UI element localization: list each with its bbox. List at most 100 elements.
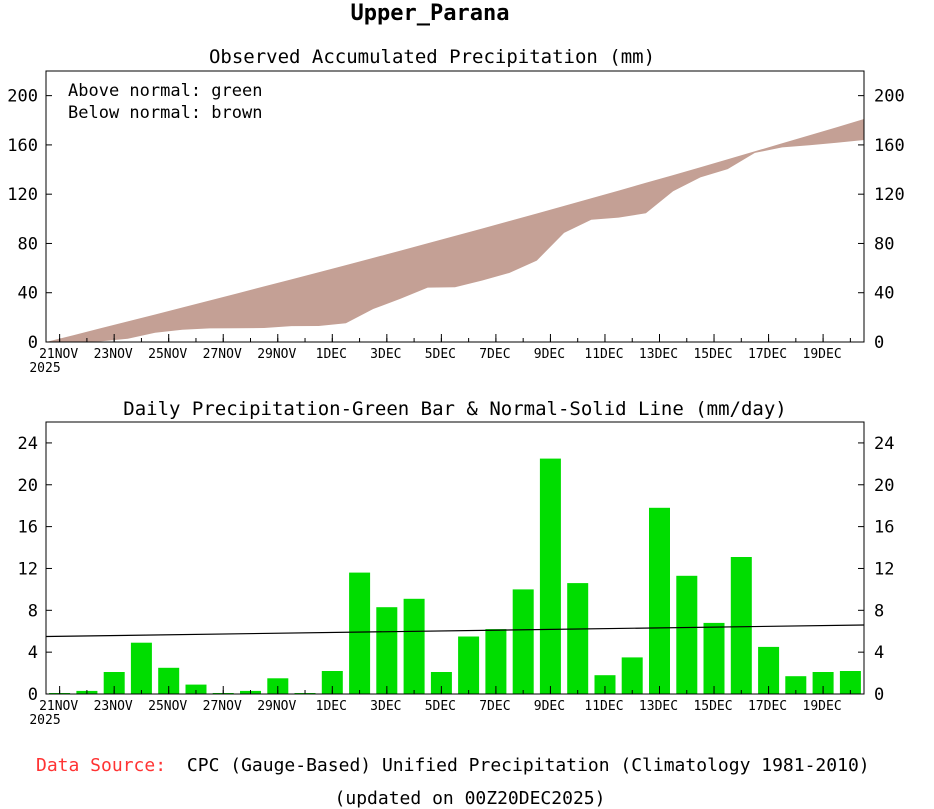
bottom-plot-frame — [45, 421, 865, 695]
top-ytick-label-right: 40 — [874, 284, 894, 304]
top-xtick-label: 19DEC — [803, 347, 842, 362]
daily-bar-2DEC — [349, 572, 371, 694]
legend-below-normal: Below normal: brown — [68, 103, 262, 123]
bottom-xtick-label: 15DEC — [693, 699, 732, 714]
top-ytick-label-right: 160 — [874, 136, 905, 156]
top-xtick-label: 11DEC — [584, 347, 623, 362]
bottom-xtick-label: 17DEC — [748, 699, 787, 714]
bottom-ytick-label-left: 0 — [28, 685, 38, 705]
bottom-ytick-label-right: 4 — [874, 643, 884, 663]
daily-bar-25NOV — [158, 667, 180, 694]
top-xtick-label: 15DEC — [693, 347, 732, 362]
top-ytick-label-left: 200 — [7, 87, 38, 107]
daily-bar-16DEC — [730, 557, 752, 694]
bottom-ytick-label-left: 24 — [18, 434, 38, 454]
above-normal-area — [46, 119, 864, 342]
bottom-xtick-label: 13DEC — [639, 699, 678, 714]
daily-bar-5DEC — [430, 672, 452, 694]
daily-bar-15DEC — [703, 622, 725, 694]
top-xtick-label: 13DEC — [639, 347, 678, 362]
daily-bars-layer — [49, 458, 861, 694]
bottom-ytick-label-left: 4 — [28, 643, 38, 663]
bottom-ytick-label-left: 12 — [18, 559, 38, 579]
bottom-xtick-label: 27NOV — [203, 699, 242, 714]
updated-note: (updated on 00Z20DEC2025) — [335, 788, 606, 809]
bottom-xtick-label: 3DEC — [370, 699, 401, 714]
bottom-xtick-label: 7DEC — [479, 699, 510, 714]
bottom-chart-title: Daily Precipitation-Green Bar & Normal-S… — [123, 398, 786, 420]
daily-bar-11DEC — [594, 675, 616, 694]
top-xtick-label: 21NOV — [39, 347, 78, 362]
top-ytick-label-right: 80 — [874, 234, 894, 254]
bottom-xtick-label: 21NOV — [39, 699, 78, 714]
data-source-text: CPC (Gauge-Based) Unified Precipitation … — [187, 755, 870, 776]
bottom-ytick-label-right: 8 — [874, 601, 884, 621]
bottom-ytick-label-left: 16 — [18, 518, 38, 538]
daily-bar-4DEC — [403, 598, 425, 694]
bottom-xtick-label: 19DEC — [803, 699, 842, 714]
daily-bar-13DEC — [649, 507, 670, 694]
bottom-ytick-label-right: 16 — [874, 518, 894, 538]
bottom-ytick-label-right: 20 — [874, 476, 894, 496]
top-xtick-label: 29NOV — [257, 347, 296, 362]
daily-bar-26NOV — [185, 684, 207, 694]
normal-line-layer — [45, 624, 865, 638]
bottom-xtick-label: 23NOV — [94, 699, 133, 714]
daily-bar-14DEC — [676, 575, 698, 694]
top-year-label: 2025 — [29, 361, 60, 376]
daily-bar-12DEC — [621, 657, 643, 694]
bottom-xtick-label: 1DEC — [316, 699, 347, 714]
top-ytick-label-left: 160 — [7, 136, 38, 156]
main-title: Upper_Parana — [351, 1, 510, 26]
bottom-ytick-label-left: 20 — [18, 476, 38, 496]
top-ytick-label-left: 80 — [18, 234, 38, 254]
bottom-axes: 0 0 4 4 8 8 12 12 16 16 20 20 24 24 21NOV 23NOV 25NOV 27N… — [18, 434, 895, 728]
top-xtick-label: 5DEC — [425, 347, 456, 362]
top-ytick-label-right: 120 — [874, 185, 905, 205]
daily-bar-18DEC — [785, 676, 807, 694]
bottom-ytick-label-right: 24 — [874, 434, 894, 454]
bottom-ytick-label-right: 12 — [874, 559, 894, 579]
top-ytick-label-right: 0 — [874, 333, 884, 353]
daily-bar-1DEC — [321, 671, 343, 694]
top-xtick-label: 25NOV — [148, 347, 187, 362]
footer-source-line: Data Source: CPC (Gauge-Based) Unified P… — [36, 755, 870, 776]
top-ytick-label-left: 0 — [28, 333, 38, 353]
top-ytick-label-left: 40 — [18, 284, 38, 304]
bottom-xtick-label: 9DEC — [534, 699, 565, 714]
daily-bar-17DEC — [758, 646, 780, 694]
normal-line — [45, 624, 865, 638]
top-xtick-label: 9DEC — [534, 347, 565, 362]
top-axes: 0 0 40 40 80 80 120 120 160 160 200 200 21NOV 23NOV 25… — [7, 87, 904, 376]
bottom-ytick-label-right: 0 — [874, 685, 884, 705]
bottom-year-label: 2025 — [29, 713, 60, 728]
bottom-xtick-label: 29NOV — [257, 699, 296, 714]
daily-bar-10DEC — [567, 583, 589, 694]
top-xtick-label: 27NOV — [203, 347, 242, 362]
legend-above-normal: Above normal: green — [68, 81, 262, 101]
bottom-xtick-label: 11DEC — [584, 699, 623, 714]
bottom-xtick-label: 25NOV — [148, 699, 187, 714]
top-chart-title: Observed Accumulated Precipitation (mm) — [209, 46, 655, 68]
top-xtick-label: 17DEC — [748, 347, 787, 362]
daily-bar-19DEC — [812, 672, 834, 694]
accumulated-area-layer — [46, 119, 864, 342]
below-normal-area — [46, 119, 864, 342]
data-source-label: Data Source: — [36, 755, 166, 776]
top-ytick-label-left: 120 — [7, 185, 38, 205]
top-xtick-label: 1DEC — [316, 347, 347, 362]
bottom-ytick-label-left: 8 — [28, 601, 38, 621]
daily-bar-9DEC — [539, 458, 561, 694]
top-xtick-label: 7DEC — [479, 347, 510, 362]
daily-bar-8DEC — [512, 589, 534, 694]
top-xtick-label: 23NOV — [94, 347, 133, 362]
daily-bar-23NOV — [103, 672, 125, 694]
daily-bar-3DEC — [376, 607, 398, 694]
daily-bar-6DEC — [458, 636, 480, 694]
top-xtick-label: 3DEC — [370, 347, 401, 362]
daily-bar-20DEC — [839, 671, 861, 694]
bottom-xtick-label: 5DEC — [425, 699, 456, 714]
top-plot-frame — [45, 70, 865, 343]
daily-bar-7DEC — [485, 629, 507, 694]
